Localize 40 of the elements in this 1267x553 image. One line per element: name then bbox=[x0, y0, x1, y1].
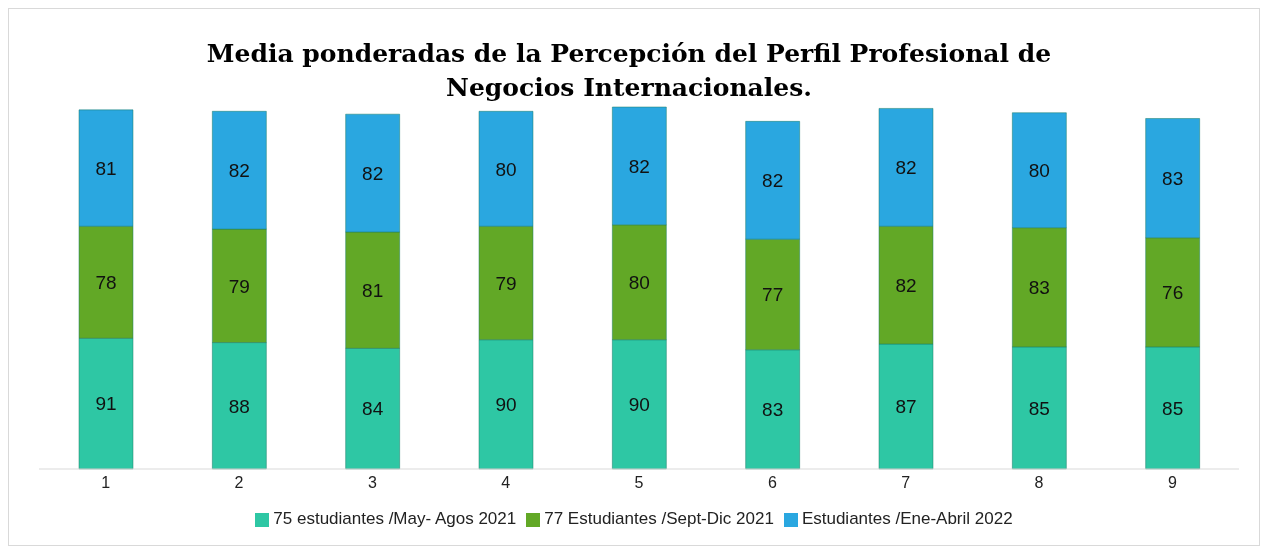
data-label: 83 bbox=[1028, 277, 1050, 299]
data-label: 91 bbox=[95, 393, 117, 415]
x-tick-label: 4 bbox=[501, 474, 511, 492]
legend-label: 75 estudiantes /May- Agos 2021 bbox=[273, 509, 517, 528]
data-label: 80 bbox=[495, 158, 517, 180]
data-label: 83 bbox=[762, 399, 784, 421]
x-tick-label: 8 bbox=[1034, 474, 1044, 492]
data-label: 90 bbox=[495, 394, 517, 416]
data-label: 79 bbox=[228, 275, 250, 297]
data-label: 84 bbox=[362, 398, 384, 420]
data-label: 82 bbox=[895, 274, 917, 296]
data-label: 81 bbox=[95, 157, 117, 179]
data-label: 78 bbox=[95, 272, 117, 293]
x-tick-label: 7 bbox=[901, 474, 911, 492]
data-label: 85 bbox=[1028, 397, 1050, 419]
data-label: 82 bbox=[362, 162, 384, 184]
x-tick-label: 2 bbox=[234, 474, 244, 492]
data-label: 90 bbox=[628, 394, 650, 416]
x-tick-label: 1 bbox=[101, 474, 111, 492]
legend-label: Estudiantes /Ene-Abril 2022 bbox=[801, 509, 1013, 528]
data-label: 82 bbox=[628, 155, 650, 177]
data-label: 82 bbox=[895, 157, 917, 179]
data-label: 87 bbox=[895, 396, 917, 418]
data-label: 76 bbox=[1162, 282, 1184, 304]
data-label: 82 bbox=[762, 170, 784, 192]
data-label: 80 bbox=[628, 272, 650, 293]
data-label: 85 bbox=[1162, 397, 1184, 419]
data-label: 82 bbox=[228, 159, 250, 181]
x-tick-label: 9 bbox=[1167, 474, 1177, 492]
x-tick-label: 6 bbox=[767, 474, 777, 492]
data-label: 83 bbox=[1162, 167, 1184, 189]
data-label: 77 bbox=[762, 284, 784, 306]
chart-title: Media ponderadas de la Percepción del Perfil Profesional de Negocios Internacionales. bbox=[205, 38, 1053, 104]
data-label: 81 bbox=[362, 279, 384, 301]
data-label: 88 bbox=[228, 395, 250, 417]
x-tick-label: 5 bbox=[634, 474, 644, 492]
data-label: 79 bbox=[495, 272, 517, 294]
legend-label: 77 Estudiantes /Sept-Dic 2021 bbox=[544, 509, 774, 528]
x-tick-label: 3 bbox=[367, 474, 377, 492]
data-label: 80 bbox=[1028, 159, 1050, 181]
